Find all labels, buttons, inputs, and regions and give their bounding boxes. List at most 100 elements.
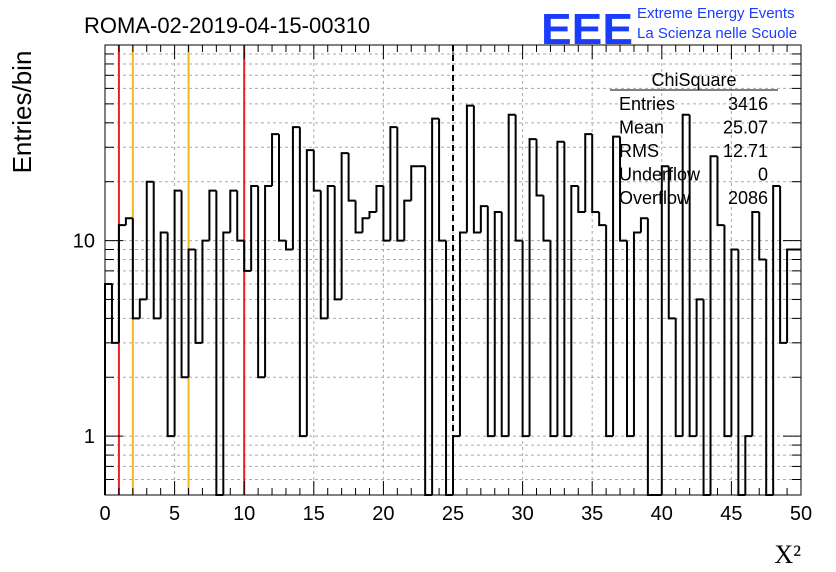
histogram-bar [424, 166, 433, 496]
histogram-bar [521, 240, 530, 438]
histogram-bar [709, 155, 718, 495]
histogram-bar [570, 185, 579, 437]
histogram-bar [695, 298, 704, 437]
histogram-bar [639, 217, 648, 233]
histogram-bar [229, 189, 238, 233]
histogram-bar [598, 211, 607, 227]
histogram-bar [507, 113, 516, 437]
histogram-bar [528, 138, 537, 437]
histogram-bar [737, 249, 746, 496]
histogram-bar [612, 135, 621, 437]
histogram-bar [410, 165, 419, 201]
histogram-bar [472, 105, 481, 234]
stats-box-title: ChiSquare [651, 70, 736, 90]
y-tick-label: 10 [73, 231, 95, 253]
x-tick-label: 40 [651, 503, 673, 525]
histogram-bar [403, 199, 412, 241]
stats-row-value: 12.71 [723, 141, 768, 161]
histogram-bar [605, 225, 614, 438]
histogram-bar [584, 133, 593, 212]
axes-frame [104, 44, 802, 496]
histogram-bar [438, 118, 447, 242]
eee-logo-line2: La Scienza nelle Scuole [637, 25, 797, 42]
histogram-bar [716, 156, 725, 227]
histogram-bar [166, 232, 175, 438]
histogram-bar [744, 435, 753, 495]
histogram-bar [382, 186, 391, 242]
histogram-bar [479, 205, 488, 233]
histogram-bar [257, 186, 266, 379]
histogram-bar [152, 181, 161, 320]
histogram-bar [159, 231, 168, 319]
histogram-bar [243, 240, 252, 272]
histogram-bar [110, 283, 119, 344]
x-tick-label: 50 [790, 503, 812, 525]
histogram-bar [389, 126, 398, 241]
histogram-bar [772, 185, 781, 495]
stats-row-label: Entries [619, 94, 675, 114]
histogram-bar [124, 217, 133, 226]
histogram-bar [291, 126, 300, 250]
histogram-bar [542, 195, 551, 242]
histogram-bar [452, 435, 460, 495]
histogram-bar [368, 210, 377, 219]
histogram-bar [632, 231, 641, 437]
x-tick-label: 45 [720, 503, 742, 525]
histogram-bar [305, 149, 314, 437]
histogram-bar [312, 150, 321, 192]
histogram-bar [271, 133, 279, 187]
x-tick-label: 20 [372, 503, 394, 525]
eee-logo: EEE Extreme Energy Events La Scienza nel… [541, 5, 797, 54]
histogram-bar [619, 136, 627, 242]
stats-row-label: Mean [619, 118, 664, 138]
y-axis-label: Entries/bin [7, 51, 37, 174]
histogram-bar [222, 231, 231, 495]
histogram-bar [201, 239, 210, 343]
histogram-bar [180, 190, 189, 379]
x-tick-label: 15 [303, 503, 325, 525]
histogram-bar [681, 113, 690, 437]
histogram-bar [626, 240, 634, 438]
histogram-bar [549, 240, 558, 438]
histogram-bar [563, 141, 572, 438]
histogram-bar [173, 189, 182, 437]
eee-logo-mark: EEE [541, 5, 633, 54]
histogram-bar [751, 210, 760, 437]
stats-box: ChiSquare Entries 3416 Mean 25.07 RMS 12.71 Un… [610, 70, 778, 208]
histogram-bar [145, 180, 154, 300]
histogram-bar [591, 134, 600, 213]
histogram-bar [667, 166, 676, 320]
histogram-bar [375, 185, 384, 212]
histogram-bar [264, 185, 273, 378]
histogram-bar [486, 206, 495, 438]
histogram-bar [361, 217, 370, 233]
histogram-bar [758, 211, 767, 261]
histogram-bar [347, 153, 356, 202]
stats-row-value: 3416 [728, 94, 768, 114]
histogram-bar [556, 140, 565, 437]
stats-row-label: Underflow [619, 165, 701, 185]
histogram-bar [500, 211, 509, 438]
y-tick-labels: 1 10 [73, 231, 95, 449]
histogram-bar [138, 298, 147, 319]
histogram-bar [577, 186, 586, 213]
histogram-bar [660, 165, 669, 495]
histogram-bar [319, 190, 328, 320]
histogram-bar [514, 114, 523, 242]
histogram-bar [730, 248, 739, 437]
histogram-bar [236, 190, 245, 242]
x-tick-label: 30 [511, 503, 533, 525]
histogram-bar [688, 114, 697, 438]
histogram-bar [117, 224, 126, 343]
x-tick-label: 10 [233, 503, 255, 525]
histogram-bar [326, 185, 335, 319]
histogram-bar [208, 189, 217, 241]
histogram-bar [396, 127, 405, 242]
histogram-bar [445, 240, 453, 496]
stats-row-label: Overflow [619, 188, 691, 208]
x-tick-labels: 0 5 10 15 20 25 30 35 40 45 50 [99, 503, 812, 525]
histogram-bar [786, 248, 795, 343]
histogram-bar [723, 225, 732, 438]
x-tick-label: 5 [169, 503, 180, 525]
